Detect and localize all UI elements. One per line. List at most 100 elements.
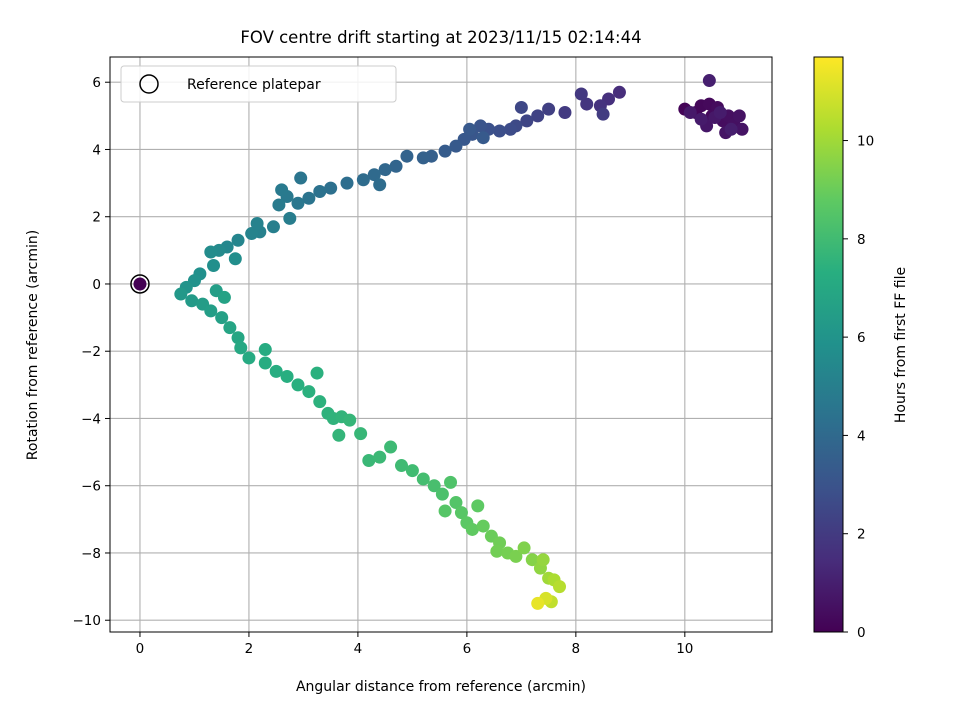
data-point — [520, 114, 534, 128]
data-point — [313, 395, 327, 409]
data-point — [474, 119, 488, 133]
data-point — [536, 553, 550, 567]
data-point — [367, 168, 381, 182]
colorbar-gradient — [813, 56, 844, 633]
chart-title: FOV centre drift starting at 2023/11/15 … — [240, 28, 641, 47]
y-tick-label: 0 — [92, 277, 101, 293]
data-point — [324, 181, 338, 195]
data-point — [302, 191, 316, 205]
data-point — [217, 290, 231, 304]
data-point — [503, 122, 517, 136]
colorbar: 0 2 4 6 8 10 Hours from first FF file — [813, 56, 909, 641]
data-point — [531, 109, 545, 123]
data-point — [454, 506, 468, 520]
data-point — [258, 356, 272, 370]
data-point — [294, 171, 308, 185]
data-point — [275, 183, 289, 197]
data-point — [231, 331, 245, 345]
y-tick-label: 2 — [92, 210, 101, 226]
y-tick-label: −10 — [73, 613, 102, 629]
y-tick-label: −8 — [81, 546, 101, 562]
data-point — [732, 109, 746, 123]
data-point — [400, 149, 414, 163]
data-point — [174, 287, 188, 301]
x-tick-label: 6 — [463, 641, 472, 657]
data-point — [476, 131, 490, 145]
data-point — [416, 151, 430, 165]
data-point — [291, 378, 305, 392]
x-axis-label: Angular distance from reference (arcmin) — [296, 679, 586, 695]
data-point — [242, 351, 256, 365]
data-point — [553, 580, 567, 594]
legend: Reference platepar — [120, 65, 397, 103]
data-points — [133, 74, 749, 610]
x-tick-label: 8 — [572, 641, 581, 657]
y-tick-label: 4 — [92, 142, 101, 158]
data-point — [234, 341, 248, 355]
data-point — [449, 496, 463, 510]
data-point — [427, 479, 441, 493]
colorbar-tick-label: 2 — [857, 527, 866, 543]
y-tick-label: 6 — [92, 75, 101, 91]
data-point — [204, 245, 218, 259]
data-point — [266, 220, 280, 234]
colorbar-tick-label: 0 — [857, 625, 866, 641]
x-tick-label: 0 — [136, 641, 145, 657]
data-point — [558, 105, 572, 119]
data-point — [713, 105, 727, 119]
data-point — [509, 549, 523, 563]
x-tick-label: 4 — [354, 641, 363, 657]
data-point — [373, 450, 387, 464]
y-tick-label: −4 — [81, 411, 101, 427]
data-point — [310, 366, 324, 380]
data-point — [444, 475, 458, 489]
legend-box — [120, 65, 397, 103]
data-point — [258, 343, 272, 357]
reference-marker — [130, 274, 150, 294]
colorbar-tick-label: 4 — [857, 428, 866, 444]
x-tick-label: 10 — [676, 641, 693, 657]
data-point — [378, 163, 392, 177]
data-point — [476, 519, 490, 533]
y-axis-label: Rotation from reference (arcmin) — [25, 230, 41, 460]
data-point — [724, 122, 738, 136]
data-point — [343, 413, 357, 427]
data-point — [435, 487, 449, 501]
data-point — [269, 364, 283, 378]
data-point — [517, 541, 531, 555]
legend-entry-reference: Reference platepar — [187, 77, 321, 93]
data-point — [215, 311, 229, 325]
reference-point — [130, 274, 150, 294]
data-point — [580, 97, 594, 111]
data-point — [465, 522, 479, 536]
data-point — [694, 112, 708, 126]
data-point — [438, 504, 452, 518]
data-point — [531, 596, 545, 610]
colorbar-label: Hours from first FF file — [893, 267, 909, 423]
data-point — [250, 216, 264, 230]
x-tick-label: 2 — [245, 641, 254, 657]
data-point — [280, 369, 294, 383]
data-point — [438, 144, 452, 158]
data-point — [702, 74, 716, 88]
data-point — [302, 385, 316, 399]
data-point — [514, 100, 528, 114]
data-point — [362, 454, 376, 468]
data-point — [228, 252, 242, 266]
data-point — [449, 139, 463, 153]
data-point — [313, 185, 327, 199]
data-point — [463, 122, 477, 136]
grid-lines — [110, 57, 772, 632]
data-point — [525, 553, 539, 567]
colorbar-tick-label: 10 — [857, 134, 874, 150]
data-point — [490, 544, 504, 558]
data-point — [332, 428, 346, 442]
data-point — [133, 277, 147, 291]
data-point — [373, 178, 387, 192]
data-point — [223, 321, 237, 335]
x-axis-ticks: 0 2 4 6 8 10 — [136, 632, 693, 657]
data-point — [471, 499, 485, 513]
y-axis-ticks: −10 −8 −6 −4 −2 0 2 4 6 — [73, 75, 110, 629]
data-point — [612, 85, 626, 99]
